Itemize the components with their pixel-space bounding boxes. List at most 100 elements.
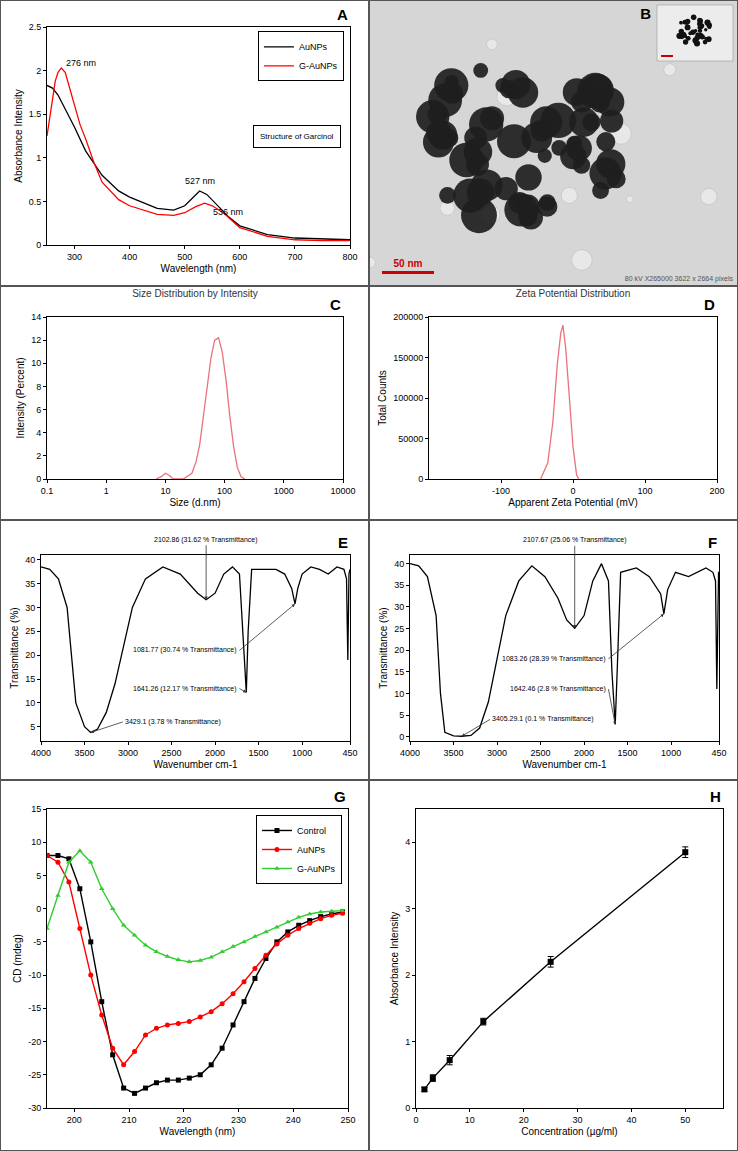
- svg-text:Transmittance (%): Transmittance (%): [378, 607, 389, 688]
- svg-text:-25: -25: [28, 1070, 41, 1080]
- svg-text:A: A: [337, 6, 348, 23]
- svg-text:1: 1: [36, 153, 41, 163]
- svg-text:12: 12: [31, 335, 41, 345]
- svg-text:100000: 100000: [393, 393, 423, 403]
- svg-text:50: 50: [680, 1115, 690, 1125]
- svg-text:Absorbance Intensity: Absorbance Intensity: [389, 912, 400, 1005]
- svg-text:3500: 3500: [75, 748, 95, 758]
- svg-text:8: 8: [36, 382, 41, 392]
- svg-text:276 nm: 276 nm: [66, 58, 96, 68]
- svg-text:14: 14: [31, 312, 41, 322]
- svg-text:-20: -20: [28, 1037, 41, 1047]
- svg-text:40: 40: [394, 559, 404, 569]
- svg-text:3: 3: [405, 904, 410, 914]
- svg-text:Wavelength (nm): Wavelength (nm): [160, 1126, 236, 1137]
- svg-text:2102.86 (31.62 % Transmittance: 2102.86 (31.62 % Transmittance): [154, 536, 258, 544]
- svg-text:10: 10: [25, 698, 35, 708]
- svg-text:25: 25: [394, 624, 404, 634]
- svg-text:80 kV X265000 3622 x 2664 pixe: 80 kV X265000 3622 x 2664 pixels: [625, 275, 734, 283]
- svg-text:Transmittance (%): Transmittance (%): [9, 607, 20, 688]
- svg-text:10: 10: [465, 1115, 475, 1125]
- svg-text:450: 450: [342, 748, 357, 758]
- svg-text:5: 5: [30, 722, 35, 732]
- svg-text:500: 500: [177, 252, 192, 262]
- svg-text:2000: 2000: [205, 748, 225, 758]
- svg-text:0: 0: [36, 904, 41, 914]
- svg-text:10: 10: [394, 689, 404, 699]
- svg-text:200: 200: [67, 1115, 82, 1125]
- svg-text:800: 800: [342, 252, 357, 262]
- svg-text:5: 5: [399, 710, 404, 720]
- svg-text:240: 240: [286, 1115, 301, 1125]
- svg-text:4000: 4000: [31, 748, 51, 758]
- svg-text:0: 0: [413, 1115, 418, 1125]
- svg-text:230: 230: [231, 1115, 246, 1125]
- svg-text:Absorbance Intensity: Absorbance Intensity: [13, 89, 24, 182]
- svg-text:35: 35: [394, 580, 404, 590]
- svg-text:3500: 3500: [444, 748, 464, 758]
- svg-text:6: 6: [36, 405, 41, 415]
- svg-text:3429.1 (3.78 % Transmittance): 3429.1 (3.78 % Transmittance): [125, 718, 221, 726]
- svg-text:Zeta Potential Distribution: Zeta Potential Distribution: [516, 288, 631, 299]
- svg-text:30: 30: [25, 603, 35, 613]
- svg-text:400: 400: [122, 252, 137, 262]
- svg-text:40: 40: [626, 1115, 636, 1125]
- svg-text:30: 30: [573, 1115, 583, 1125]
- svg-text:4: 4: [405, 837, 410, 847]
- svg-text:450: 450: [711, 748, 726, 758]
- svg-text:15: 15: [31, 804, 41, 814]
- svg-text:10: 10: [31, 837, 41, 847]
- svg-text:200: 200: [709, 486, 724, 496]
- svg-text:D: D: [704, 296, 715, 313]
- svg-text:50 nm: 50 nm: [394, 258, 423, 269]
- svg-text:C: C: [330, 296, 341, 313]
- svg-text:5: 5: [36, 871, 41, 881]
- svg-text:AuNPs: AuNPs: [299, 42, 328, 52]
- svg-text:0: 0: [36, 474, 41, 484]
- svg-text:CD (mdeg): CD (mdeg): [12, 934, 23, 983]
- svg-text:-100: -100: [492, 486, 510, 496]
- svg-text:150000: 150000: [393, 353, 423, 363]
- svg-text:527 nm: 527 nm: [185, 176, 215, 186]
- svg-text:-15: -15: [28, 1003, 41, 1013]
- svg-text:3000: 3000: [118, 748, 138, 758]
- svg-text:20: 20: [25, 650, 35, 660]
- svg-text:536 nm: 536 nm: [213, 207, 243, 217]
- svg-text:F: F: [708, 534, 717, 551]
- svg-text:35: 35: [25, 579, 35, 589]
- svg-text:30: 30: [394, 602, 404, 612]
- svg-text:Intensity (Percent): Intensity (Percent): [15, 357, 26, 438]
- svg-text:3000: 3000: [487, 748, 507, 758]
- svg-text:50000: 50000: [398, 434, 423, 444]
- svg-text:1083.26 (28.39 % Transmittance: 1083.26 (28.39 % Transmittance): [502, 655, 606, 663]
- svg-text:1642.46 (2.8 % Transmittance): 1642.46 (2.8 % Transmittance): [510, 685, 606, 693]
- svg-text:-30: -30: [28, 1103, 41, 1113]
- svg-text:3405.29.1 (0.1 % Transmittance: 3405.29.1 (0.1 % Transmittance): [492, 715, 594, 723]
- svg-text:G-AuNPs: G-AuNPs: [297, 864, 336, 874]
- svg-text:15: 15: [25, 674, 35, 684]
- svg-text:Wavelength (nm): Wavelength (nm): [161, 263, 237, 274]
- svg-text:2000: 2000: [574, 748, 594, 758]
- svg-text:4: 4: [36, 428, 41, 438]
- svg-text:220: 220: [176, 1115, 191, 1125]
- svg-text:250: 250: [340, 1115, 355, 1125]
- svg-text:G: G: [334, 788, 346, 805]
- svg-text:1000: 1000: [661, 748, 681, 758]
- svg-text:100: 100: [217, 486, 232, 496]
- svg-text:0: 0: [418, 474, 423, 484]
- svg-text:B: B: [640, 5, 651, 22]
- svg-text:0: 0: [399, 732, 404, 742]
- svg-text:700: 700: [287, 252, 302, 262]
- svg-text:1.5: 1.5: [29, 109, 42, 119]
- svg-text:1500: 1500: [249, 748, 269, 758]
- svg-text:-10: -10: [28, 970, 41, 980]
- svg-text:1500: 1500: [618, 748, 638, 758]
- svg-text:210: 210: [122, 1115, 137, 1125]
- svg-text:AuNPs: AuNPs: [297, 845, 326, 855]
- svg-text:15: 15: [394, 667, 404, 677]
- svg-text:10000: 10000: [330, 486, 355, 496]
- svg-text:600: 600: [232, 252, 247, 262]
- svg-text:1: 1: [405, 1037, 410, 1047]
- svg-text:Apparent Zeta Potential (mV): Apparent Zeta Potential (mV): [508, 497, 638, 508]
- svg-text:Wavenumber cm-1: Wavenumber cm-1: [522, 759, 607, 770]
